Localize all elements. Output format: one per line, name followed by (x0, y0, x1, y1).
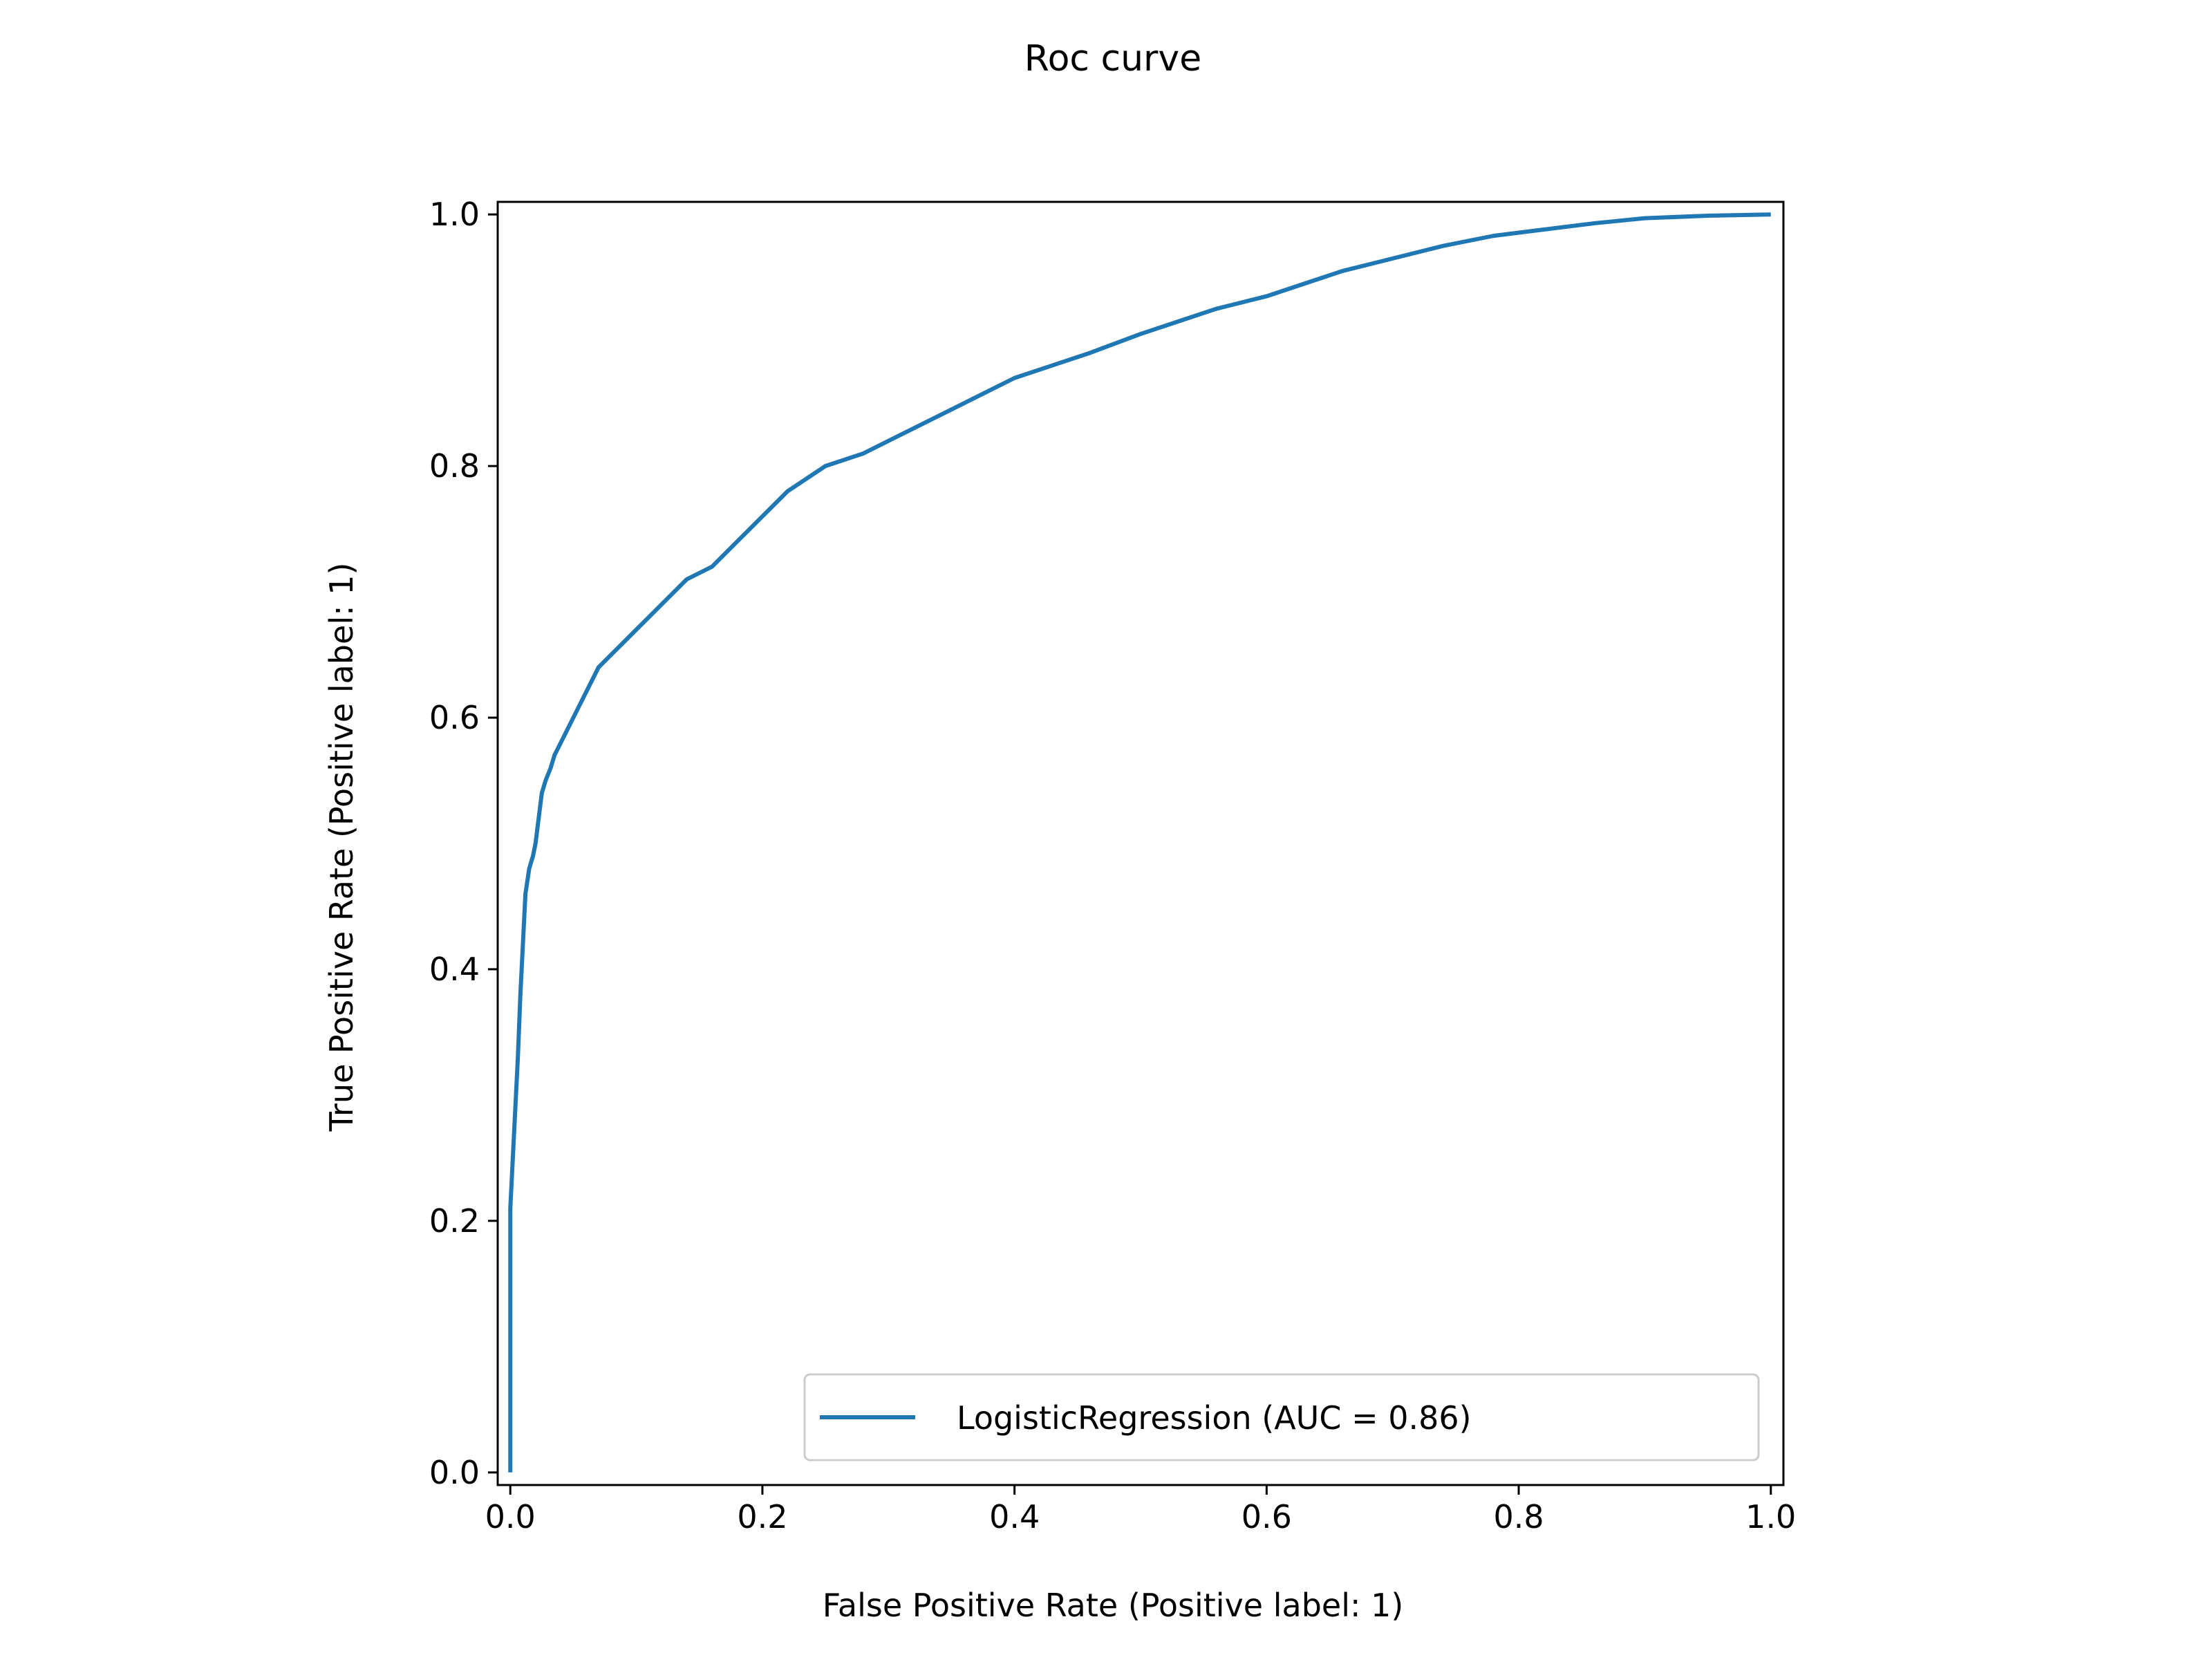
x-tick-label: 0.4 (989, 1498, 1040, 1535)
y-tick-label: 1.0 (429, 196, 480, 233)
y-tick-label: 0.2 (429, 1202, 480, 1240)
x-tick-label: 0.2 (737, 1498, 787, 1535)
y-tick-label: 0.6 (429, 699, 480, 736)
x-axis-label: False Positive Rate (Positive label: 1) (823, 1587, 1404, 1624)
x-tick-label: 0.6 (1241, 1498, 1292, 1535)
legend-box (803, 1373, 1760, 1462)
series-line-0 (508, 212, 1771, 1473)
plot-area (496, 200, 1785, 1486)
x-tick-label: 1.0 (1745, 1498, 1796, 1535)
chart-title: Roc curve (1024, 38, 1201, 80)
y-axis: 0.0 0.2 0.4 0.6 0.8 1.0 (429, 196, 498, 1491)
plot-frame (496, 200, 1785, 1486)
legend-label: LogisticRegression (AUC = 0.86) (957, 1399, 1472, 1437)
y-tick-label: 0.4 (429, 951, 480, 988)
y-tick-label: 0.0 (429, 1454, 480, 1491)
x-tick-label: 0.8 (1493, 1498, 1544, 1535)
legend: LogisticRegression (AUC = 0.86) (803, 1373, 1760, 1462)
x-axis: 0.0 0.2 0.4 0.6 0.8 1.0 (485, 1485, 1796, 1535)
y-axis-label: True Positive Rate (Positive label: 1) (323, 563, 360, 1132)
x-tick-label: 0.0 (485, 1498, 536, 1535)
y-tick-label: 0.8 (429, 447, 480, 485)
